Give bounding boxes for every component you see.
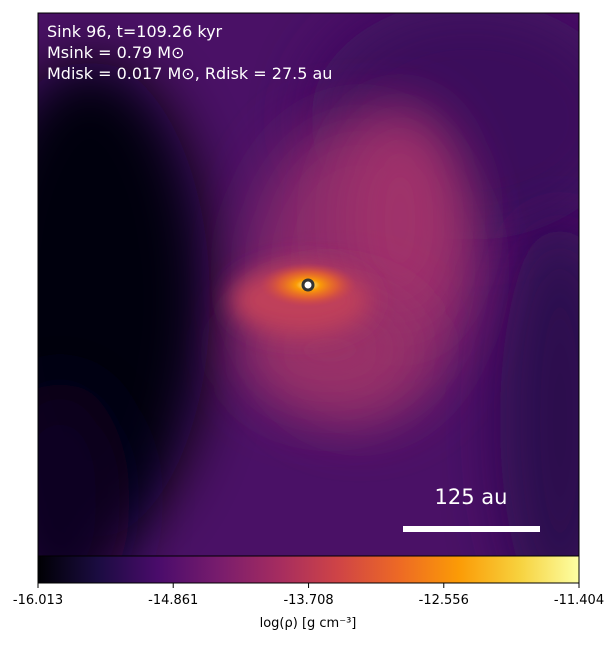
annotations: Sink 96, t=109.26 kyr Msink = 0.79 M⊙ Mdis… (47, 22, 332, 83)
colorbar-tick-label: -11.404 (554, 593, 604, 608)
colorbar (37, 555, 580, 584)
sink-marker (301, 278, 315, 292)
colorbar-tick-label: -12.556 (419, 593, 469, 608)
colorbar-label: log(ρ) [g cm⁻³] (260, 616, 357, 631)
density-image (38, 13, 579, 556)
scale-bar-label: 125 au (435, 485, 508, 509)
annotation: Msink = 0.79 M⊙ (47, 43, 185, 62)
colorbar-tick-label: -13.708 (283, 593, 333, 608)
annotation: Mdisk = 0.017 M⊙, Rdisk = 27.5 au (47, 64, 332, 83)
colorbar-ticks: -16.013 -14.861 -13.708 -12.556 -11.404 (13, 583, 604, 608)
annotation: Sink 96, t=109.26 kyr (47, 22, 223, 41)
colorbar-tick-label: -16.013 (13, 593, 63, 608)
colorbar-tick-label: -14.861 (148, 593, 198, 608)
